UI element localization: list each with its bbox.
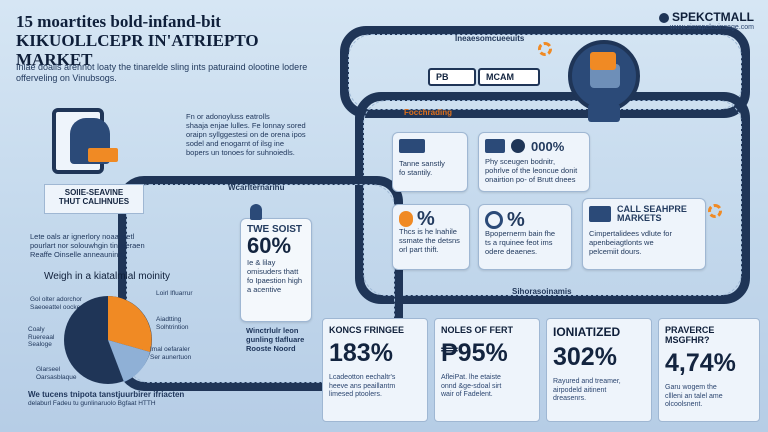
gear-icon: [538, 42, 552, 56]
wrench-note: Winctrlulr leon gunling tlafluare Rooste…: [246, 326, 305, 353]
road-top-loop: [340, 26, 750, 118]
pie-slice-orange: [108, 296, 152, 352]
pie-label-1: Gol olter adorchor Saeoeattel oocke: [30, 296, 83, 311]
gear-icon-2: [708, 204, 722, 218]
pie-label-4: Aiadtting Solhtrintion: [156, 316, 189, 331]
road-label-bottom: Sihorasoinamis: [512, 287, 572, 296]
road-label-wcar: WcarIternarihu: [228, 183, 285, 192]
intro-note: Fn or adonoyluss eatrolls shaaja enjae l…: [186, 112, 306, 157]
pie-slice-light: [108, 340, 150, 382]
briefcase-icon: [590, 52, 616, 70]
pie-title: Weigh in a kiatalmial moinity: [44, 271, 170, 282]
truck-icon: [588, 104, 620, 122]
info-card-1: Tanne sanstly fo stantily.: [392, 132, 468, 192]
pie-label-3: Loirl Ifluarrur: [156, 290, 193, 297]
hub-circle: [568, 40, 640, 112]
pie-label-2: Coaly Ruereaal Sealoge: [28, 326, 55, 348]
stat-box-3: IONIATIZED 302% Rayured and treamer, airp…: [546, 318, 652, 422]
twe-value: 60%: [247, 233, 292, 258]
cycle-icon: [485, 211, 503, 229]
twe-title: TWE SOIST: [247, 224, 302, 235]
page-subtitle: Inlae doails arennot loaty the tinarelde…: [16, 62, 308, 83]
brand-logo: SPEKCTMALL www.sisrapelcuinsage.com: [658, 10, 754, 31]
side-note: Lete oals ar ignerlory noaa wetl pourlar…: [30, 232, 145, 259]
road-label-top: Ineaesomcueeuits: [455, 34, 525, 43]
laptop-icon: [88, 148, 118, 162]
books-icon: [399, 139, 425, 153]
road-label-fcchrading: Focchrading: [404, 108, 453, 117]
sideboard: SOIIE-SEAVINE THUT CALIHNUES: [44, 184, 144, 214]
pie-label-5: Imal oefaraler Ser aunertuon: [150, 346, 192, 361]
road-right-loop: [355, 92, 750, 304]
info-card-3: % Thcs is he lnahile ssmate the detsns o…: [392, 204, 470, 270]
pie-chart: [64, 296, 152, 384]
stat-box-1: KONCS FRINGEE 183% Lcadeotton eechaltr's…: [322, 318, 428, 422]
road-middle: [118, 176, 403, 391]
stat-box-2: NOLES OF FERT ₱95% AfleiPat. lhe etaiste…: [434, 318, 540, 422]
coin-icon: [511, 139, 525, 153]
road-label-marcagruel: Marcagruel: [232, 382, 275, 391]
laptop-icon-2: [589, 206, 611, 222]
stat-box-4: PRAVERCE MSGFHR? 4,74% Garu wogem the cll…: [658, 318, 760, 422]
twe-card: TWE SOIST 60% Ie & lilay omisuders thatt…: [240, 218, 312, 322]
monitor-icon: [485, 139, 505, 153]
pie-label-6: Glarseel Oarsasblaque: [36, 366, 77, 381]
info-card-5: CALL SEAHPRE MARKETS Cimpertalidees vdlu…: [582, 198, 706, 270]
pie-footer: We tucens tnipota tanstjuurbirer ifriact…: [28, 390, 185, 407]
info-card-4: % Bpopernerm bain fhe ts a rquinee feot …: [478, 204, 572, 270]
chip-mcam: MCAM: [478, 68, 540, 86]
chip-pb: PB: [428, 68, 476, 86]
logo-icon: [658, 12, 669, 23]
info-card-2: 000% Phy sceugen bodnitr, pohrlve of the…: [478, 132, 590, 192]
plant-icon: [250, 204, 262, 220]
hand-icon: [399, 211, 413, 227]
page-title: 15 moartites bold-infand-bit KIKUOLLCEPR…: [16, 12, 259, 69]
